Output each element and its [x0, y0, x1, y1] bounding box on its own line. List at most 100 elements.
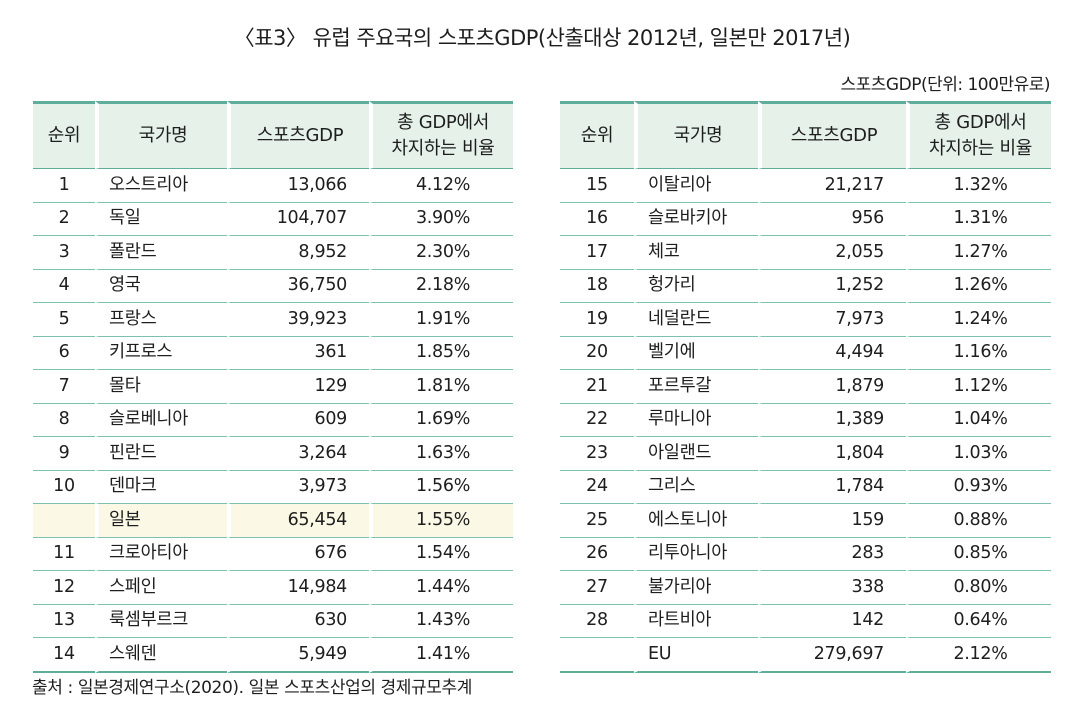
header-share-line2: 차지하는 비율 — [929, 138, 1032, 159]
country-cell: 벨기에 — [634, 336, 758, 370]
table-row: EU 279,697 2.12% — [560, 638, 1051, 673]
share-cell: 1.24% — [906, 303, 1051, 337]
rank-cell: 20 — [560, 337, 634, 370]
table-row: 일본 65,454 1.55% — [33, 504, 513, 538]
share-cell: 2.18% — [369, 269, 513, 303]
country-cell: 몰타 — [95, 370, 227, 404]
gdp-cell: 4,494 — [758, 336, 906, 370]
country-cell: 오스트리아 — [95, 169, 227, 203]
table-row: 19 네덜란드 7,973 1.24% — [560, 303, 1051, 337]
share-cell: 1.31% — [906, 202, 1051, 236]
country-cell: 슬로바키아 — [634, 202, 758, 236]
table-row: 18 헝가리 1,252 1.26% — [560, 269, 1051, 303]
header-rank: 순위 — [560, 101, 634, 169]
table-row: 25 에스토니아 159 0.88% — [560, 504, 1051, 538]
header-country: 국가명 — [634, 101, 758, 169]
rank-cell: 21 — [560, 370, 634, 404]
country-cell: 라트비아 — [634, 604, 758, 638]
table-row: 28 라트비아 142 0.64% — [560, 604, 1051, 638]
country-cell: 불가리아 — [634, 571, 758, 605]
share-cell: 1.63% — [369, 437, 513, 471]
gdp-cell: 2,055 — [758, 236, 906, 270]
rank-cell: 13 — [33, 605, 95, 638]
share-cell: 1.32% — [906, 169, 1051, 203]
rank-cell: 11 — [33, 538, 95, 571]
share-cell: 0.80% — [906, 571, 1051, 605]
rank-cell: 22 — [560, 404, 634, 437]
share-cell: 1.26% — [906, 269, 1051, 303]
table-row: 3 폴란드 8,952 2.30% — [33, 236, 513, 270]
share-cell: 1.56% — [369, 470, 513, 504]
gdp-cell: 65,454 — [227, 504, 369, 538]
share-cell: 0.93% — [906, 470, 1051, 504]
country-cell: 헝가리 — [634, 269, 758, 303]
share-cell: 0.64% — [906, 604, 1051, 638]
country-cell: 아일랜드 — [634, 437, 758, 471]
table-row: 7 몰타 129 1.81% — [33, 370, 513, 404]
share-cell: 1.27% — [906, 236, 1051, 270]
table-row: 22 루마니아 1,389 1.04% — [560, 403, 1051, 437]
table-row: 27 불가리아 338 0.80% — [560, 571, 1051, 605]
country-cell: EU — [634, 638, 758, 673]
header-gdp: 스포츠GDP — [227, 101, 369, 169]
table-row: 1 오스트리아 13,066 4.12% — [33, 169, 513, 203]
gdp-table-right: 순위 국가명 스포츠GDP 총 GDP에서 차지하는 비율 15 이탈리아 21,21… — [560, 101, 1051, 673]
gdp-cell: 1,389 — [758, 403, 906, 437]
header-share-line1: 총 GDP에서 — [397, 111, 489, 133]
header-share-line2: 차지하는 비율 — [391, 138, 495, 159]
rank-cell: 15 — [560, 169, 634, 203]
table-row: 2 독일 104,707 3.90% — [33, 202, 513, 236]
share-cell: 0.88% — [906, 504, 1051, 538]
country-cell: 핀란드 — [95, 437, 227, 471]
rank-cell: 19 — [560, 303, 634, 337]
rank-cell: 10 — [33, 471, 95, 504]
table-row: 26 리투아니아 283 0.85% — [560, 537, 1051, 571]
table-row: 4 영국 36,750 2.18% — [33, 269, 513, 303]
country-cell: 폴란드 — [95, 236, 227, 270]
source-note: 출처 : 일본경제연구소(2020). 일본 스포츠산업의 경제규모추계 — [32, 678, 472, 698]
country-cell: 프랑스 — [95, 303, 227, 337]
share-cell: 1.85% — [369, 336, 513, 370]
unit-note: 스포츠GDP(단위: 100만유로) — [840, 75, 1051, 95]
rank-cell: 9 — [33, 437, 95, 471]
table-row: 24 그리스 1,784 0.93% — [560, 470, 1051, 504]
gdp-cell: 142 — [758, 604, 906, 638]
country-cell: 이탈리아 — [634, 169, 758, 203]
gdp-cell: 1,804 — [758, 437, 906, 471]
rank-cell: 5 — [33, 303, 95, 337]
table-row: 8 슬로베니아 609 1.69% — [33, 403, 513, 437]
gdp-cell: 609 — [227, 403, 369, 437]
header-country: 국가명 — [95, 101, 227, 169]
country-cell: 덴마크 — [95, 470, 227, 504]
gdp-cell: 3,264 — [227, 437, 369, 471]
share-cell: 1.81% — [369, 370, 513, 404]
share-cell: 1.54% — [369, 537, 513, 571]
rank-cell: 18 — [560, 270, 634, 303]
gdp-cell: 1,784 — [758, 470, 906, 504]
share-cell: 0.85% — [906, 537, 1051, 571]
country-cell: 일본 — [95, 504, 227, 538]
table-row: 5 프랑스 39,923 1.91% — [33, 303, 513, 337]
rank-cell: 12 — [33, 571, 95, 605]
gdp-cell: 129 — [227, 370, 369, 404]
gdp-cell: 338 — [758, 571, 906, 605]
country-cell: 포르투갈 — [634, 370, 758, 404]
country-cell: 스페인 — [95, 571, 227, 605]
share-cell: 1.55% — [369, 504, 513, 538]
header-share: 총 GDP에서 차지하는 비율 — [906, 101, 1051, 169]
table-header-row: 순위 국가명 스포츠GDP 총 GDP에서 차지하는 비율 — [33, 101, 513, 169]
gdp-cell: 7,973 — [758, 303, 906, 337]
gdp-cell: 159 — [758, 504, 906, 538]
gdp-cell: 1,252 — [758, 269, 906, 303]
table-row: 11 크로아티아 676 1.54% — [33, 537, 513, 571]
rank-cell: 8 — [33, 404, 95, 437]
rank-cell: 4 — [33, 270, 95, 303]
gdp-cell: 676 — [227, 537, 369, 571]
table-row: 23 아일랜드 1,804 1.03% — [560, 437, 1051, 471]
table-row: 6 키프로스 361 1.85% — [33, 336, 513, 370]
header-gdp: 스포츠GDP — [758, 101, 906, 169]
table-row: 17 체코 2,055 1.27% — [560, 236, 1051, 270]
share-cell: 1.91% — [369, 303, 513, 337]
rank-cell: 24 — [560, 471, 634, 504]
share-cell: 1.16% — [906, 336, 1051, 370]
